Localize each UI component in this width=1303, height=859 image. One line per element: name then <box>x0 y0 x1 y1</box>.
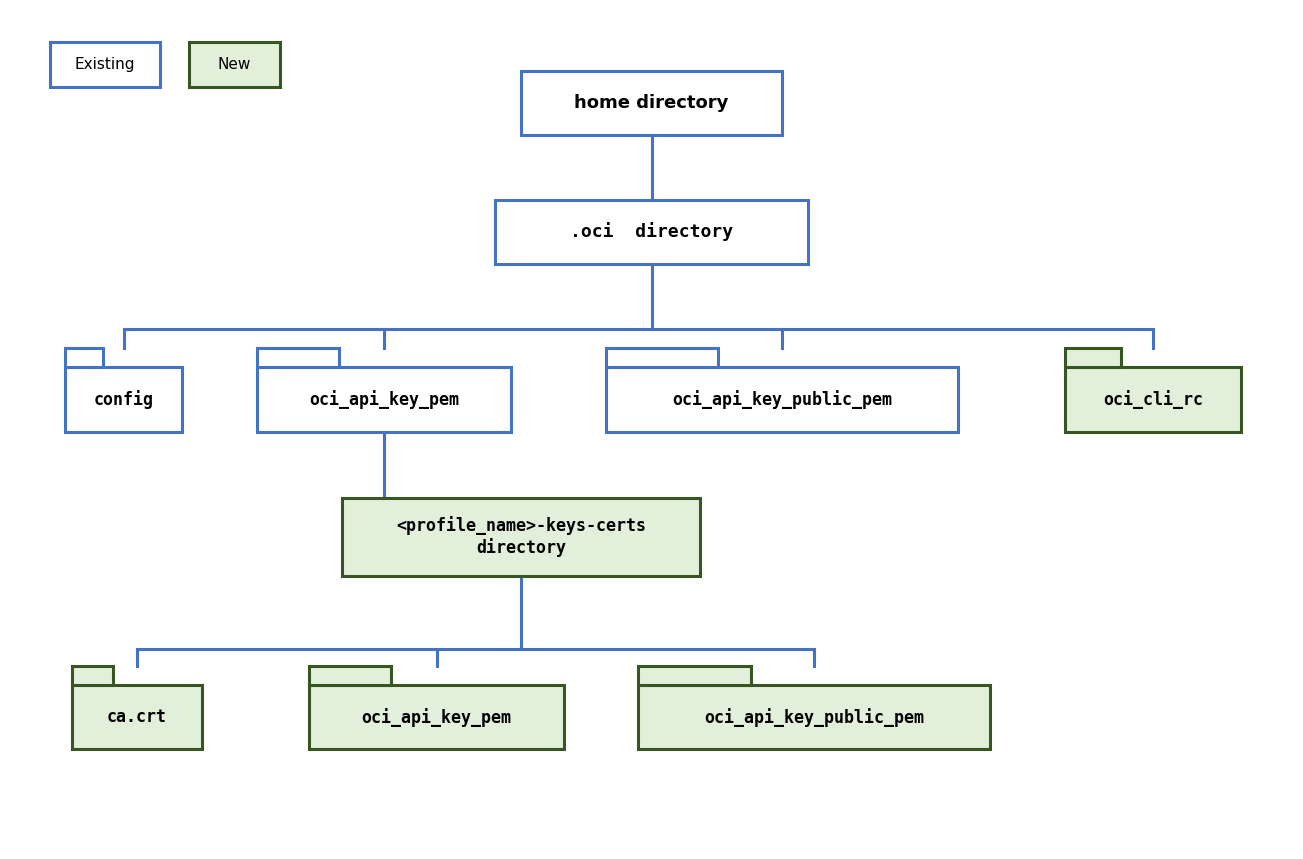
Text: <profile_name>-keys-certs
directory: <profile_name>-keys-certs directory <box>396 516 646 557</box>
Text: oci_api_key_pem: oci_api_key_pem <box>361 708 512 727</box>
Text: config: config <box>94 390 154 409</box>
Text: oci_cli_rc: oci_cli_rc <box>1104 390 1203 409</box>
FancyBboxPatch shape <box>341 498 701 576</box>
FancyBboxPatch shape <box>72 667 113 685</box>
Text: .oci  directory: .oci directory <box>569 222 734 241</box>
FancyBboxPatch shape <box>638 685 990 749</box>
FancyBboxPatch shape <box>1066 368 1240 431</box>
FancyBboxPatch shape <box>257 349 339 368</box>
Text: New: New <box>218 57 251 72</box>
FancyBboxPatch shape <box>310 667 391 685</box>
Text: Existing: Existing <box>74 57 136 72</box>
FancyBboxPatch shape <box>310 685 563 749</box>
Text: oci_api_key_public_pem: oci_api_key_public_pem <box>672 390 891 409</box>
FancyBboxPatch shape <box>521 71 782 136</box>
Text: home directory: home directory <box>575 94 728 112</box>
FancyBboxPatch shape <box>72 685 202 749</box>
FancyBboxPatch shape <box>189 42 280 87</box>
FancyBboxPatch shape <box>1066 349 1122 368</box>
FancyBboxPatch shape <box>606 349 718 368</box>
FancyBboxPatch shape <box>606 368 958 431</box>
Text: oci_api_key_public_pem: oci_api_key_public_pem <box>705 708 924 727</box>
Text: ca.crt: ca.crt <box>107 709 167 726</box>
Text: oci_api_key_pem: oci_api_key_pem <box>309 390 460 409</box>
FancyBboxPatch shape <box>65 349 103 368</box>
FancyBboxPatch shape <box>65 368 182 431</box>
FancyBboxPatch shape <box>50 42 160 87</box>
FancyBboxPatch shape <box>638 667 751 685</box>
FancyBboxPatch shape <box>257 368 511 431</box>
FancyBboxPatch shape <box>495 200 808 265</box>
